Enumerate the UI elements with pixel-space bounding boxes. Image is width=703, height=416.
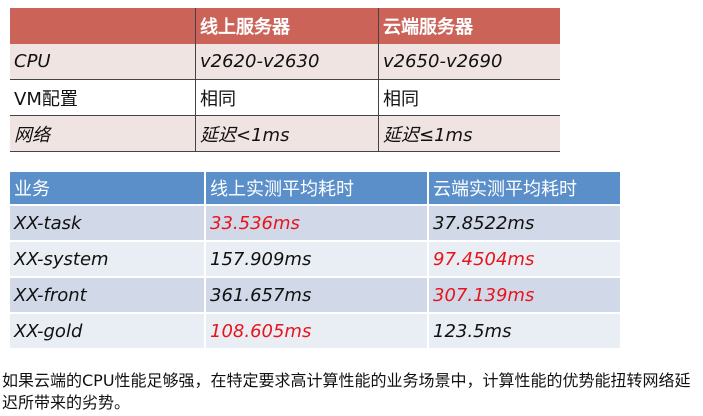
service-name: XX-gold — [10, 313, 205, 350]
online-time: 108.605ms — [204, 313, 428, 350]
table-row: XX-task 33.536ms 37.8522ms — [10, 205, 620, 242]
cell: 延迟<1ms — [195, 115, 379, 152]
header-cell: 线上服务器 — [195, 8, 379, 44]
cell: 相同 — [378, 79, 560, 116]
row-label: VM配置 — [10, 79, 196, 116]
table-row: XX-gold 108.605ms 123.5ms — [10, 313, 620, 350]
table-row: XX-system 157.909ms 97.4504ms — [10, 241, 620, 278]
header-cell — [10, 8, 196, 44]
table-header: 业务 线上实测平均耗时 云端实测平均耗时 — [10, 172, 620, 206]
table-row: VM配置 相同 相同 — [10, 79, 560, 116]
cloud-time: 37.8522ms — [427, 205, 620, 242]
server-comparison-table: 线上服务器 云端服务器 CPU v2620-v2630 v2650-v2690 … — [10, 8, 560, 152]
header-cell: 业务 — [10, 172, 205, 206]
service-name: XX-system — [10, 241, 205, 278]
cloud-time: 307.139ms — [427, 277, 620, 314]
cell: v2620-v2630 — [195, 44, 379, 80]
header-cell: 云端服务器 — [378, 8, 560, 44]
cloud-time: 97.4504ms — [427, 241, 620, 278]
online-time: 33.536ms — [204, 205, 428, 242]
table-row: CPU v2620-v2630 v2650-v2690 — [10, 44, 560, 80]
online-time: 361.657ms — [204, 277, 428, 314]
conclusion-paragraph: 如果云端的CPU性能足够强，在特定要求高计算性能的业务场景中，计算性能的优势能扭… — [2, 371, 691, 412]
service-name: XX-front — [10, 277, 205, 314]
service-name: XX-task — [10, 205, 205, 242]
cell: v2650-v2690 — [378, 44, 560, 80]
table-row: 网络 延迟<1ms 延迟≤1ms — [10, 115, 560, 152]
header-cell: 云端实测平均耗时 — [427, 172, 620, 206]
table-header: 线上服务器 云端服务器 — [10, 8, 560, 44]
online-time: 157.909ms — [204, 241, 428, 278]
row-label: CPU — [10, 44, 196, 80]
table-row: XX-front 361.657ms 307.139ms — [10, 277, 620, 314]
performance-table: 业务 线上实测平均耗时 云端实测平均耗时 XX-task 33.536ms 37… — [10, 172, 620, 350]
header-cell: 线上实测平均耗时 — [204, 172, 428, 206]
cloud-time: 123.5ms — [427, 313, 620, 350]
cell: 延迟≤1ms — [378, 115, 560, 152]
row-label: 网络 — [10, 115, 196, 152]
cell: 相同 — [195, 79, 379, 116]
